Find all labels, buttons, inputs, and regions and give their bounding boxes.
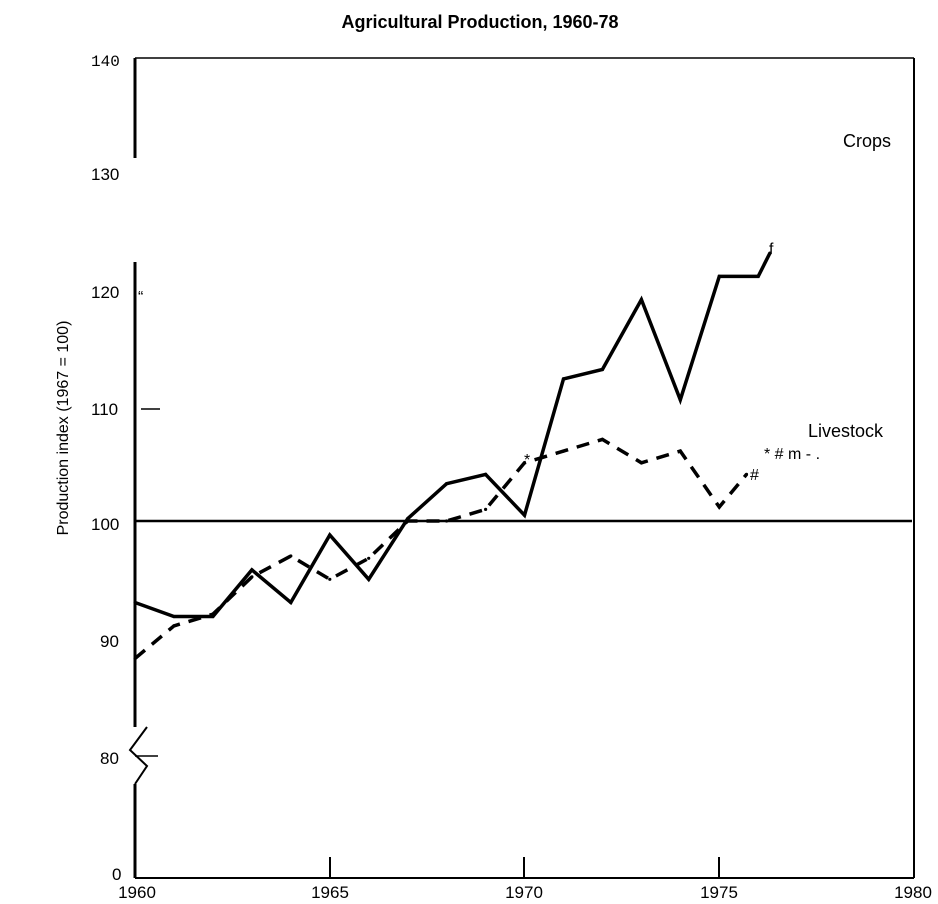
crops-point (717, 274, 721, 278)
x-tick-label-1975: 1975 (700, 883, 738, 902)
livestock-point (484, 507, 488, 511)
livestock-point (639, 461, 644, 465)
livestock-point (561, 449, 566, 453)
livestock-point (406, 519, 410, 523)
livestock-point (211, 612, 215, 616)
y-tick-labels: 140 130 120 110 100 90 80 0 (91, 53, 121, 884)
crops-series-line (134, 252, 772, 619)
y-tick-label-140: 140 (91, 53, 120, 71)
crops-point (484, 472, 488, 476)
y-tick-label-100: 100 (91, 515, 119, 534)
y-tick-label-80: 80 (100, 749, 119, 768)
crops-point (367, 577, 371, 581)
stray-mark-hash: # (750, 467, 759, 484)
chart-title: Agricultural Production, 1960-78 (341, 12, 618, 32)
y-tick-label-110: 110 (91, 400, 118, 419)
stray-mark-star: * (524, 452, 530, 469)
y-axis-break (128, 726, 149, 785)
crops-point (756, 274, 760, 278)
crops-point (133, 600, 137, 605)
axes (128, 57, 915, 879)
x-tick-label-1970: 1970 (505, 883, 543, 902)
crops-point (445, 482, 449, 486)
crops-point (172, 614, 176, 619)
stray-mark-trail: * # m - . (764, 446, 820, 463)
crops-point (600, 367, 605, 372)
stray-mark-f: f (769, 241, 774, 258)
y-tick-label-90: 90 (100, 632, 119, 651)
livestock-point (250, 575, 254, 579)
livestock-point (744, 472, 749, 476)
livestock-point (522, 461, 527, 465)
crops-point (250, 568, 254, 572)
series-points (133, 251, 772, 661)
crops-point (639, 298, 644, 302)
crops-point (211, 614, 215, 619)
livestock-point (367, 556, 371, 560)
stray-mark-quote: “ (138, 289, 143, 306)
livestock-point (678, 449, 682, 453)
x-tick-label-1965: 1965 (311, 883, 349, 902)
x-tick-labels: 1960 1965 1970 1975 1980 (118, 883, 932, 902)
livestock-point (289, 554, 293, 558)
y-axis-label: Production index (1967 = 100) (55, 321, 72, 536)
livestock-point (717, 505, 721, 509)
series-label-crops: Crops (843, 131, 891, 151)
series-label-livestock: Livestock (808, 421, 884, 441)
crops-point (328, 533, 332, 537)
crops-point (289, 600, 293, 605)
x-tick-label-1960: 1960 (118, 883, 156, 902)
x-tick-label-1980: 1980 (894, 883, 932, 902)
livestock-point (328, 577, 332, 581)
livestock-point (133, 656, 137, 661)
y-tick-label-0: 0 (112, 865, 121, 884)
crops-point (522, 513, 527, 517)
crops-point (678, 398, 682, 402)
crops-point (561, 377, 566, 381)
livestock-series-line (133, 437, 748, 660)
livestock-point (600, 437, 605, 441)
crops-point (406, 517, 410, 521)
y-tick-label-120: 120 (91, 283, 119, 302)
livestock-point (172, 624, 176, 628)
y-tick-label-130: 130 (91, 165, 119, 184)
crops-point (768, 251, 772, 255)
livestock-point (445, 519, 449, 523)
